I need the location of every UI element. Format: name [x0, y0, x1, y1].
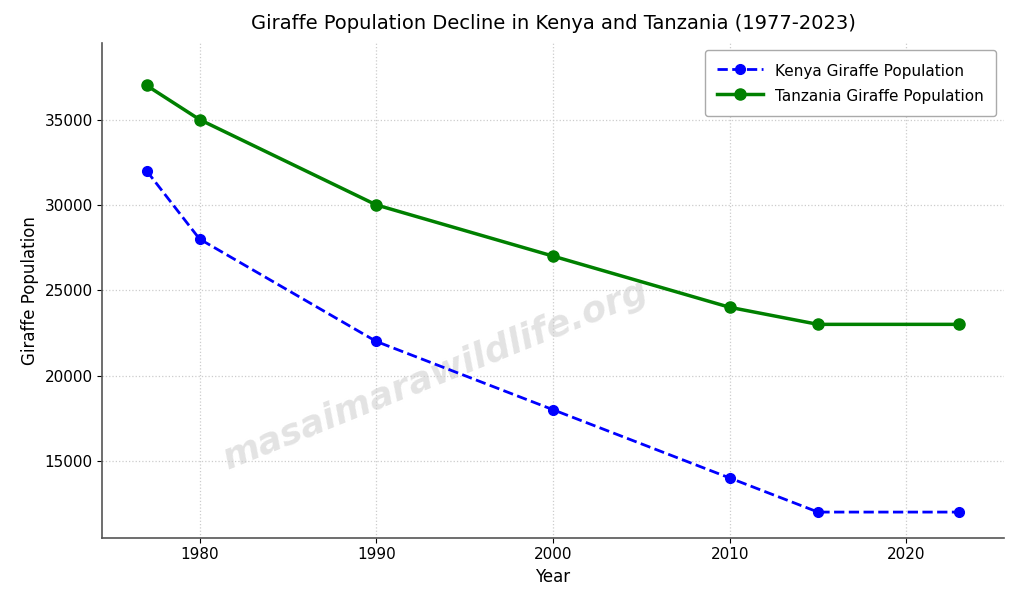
Title: Giraffe Population Decline in Kenya and Tanzania (1977-2023): Giraffe Population Decline in Kenya and …	[251, 14, 855, 33]
Kenya Giraffe Population	[547, 406, 559, 414]
Line: Tanzania Giraffe Population: Tanzania Giraffe Population	[141, 80, 965, 330]
Y-axis label: Giraffe Population: Giraffe Population	[20, 216, 39, 365]
Tanzania Giraffe Population	[953, 321, 966, 328]
Tanzania Giraffe Population	[724, 304, 736, 311]
Kenya Giraffe Population	[812, 508, 824, 516]
Tanzania Giraffe Population	[812, 321, 824, 328]
Kenya Giraffe Population	[370, 338, 382, 345]
Kenya Giraffe Population	[953, 508, 966, 516]
X-axis label: Year: Year	[536, 568, 570, 586]
Kenya Giraffe Population	[140, 167, 153, 174]
Tanzania Giraffe Population	[140, 82, 153, 89]
Legend: Kenya Giraffe Population, Tanzania Giraffe Population: Kenya Giraffe Population, Tanzania Giraf…	[705, 51, 996, 116]
Kenya Giraffe Population	[724, 474, 736, 481]
Text: masaimarawildlife.org: masaimarawildlife.org	[218, 273, 653, 475]
Tanzania Giraffe Population	[547, 252, 559, 260]
Tanzania Giraffe Population	[370, 201, 382, 208]
Kenya Giraffe Population	[194, 235, 206, 243]
Tanzania Giraffe Population	[194, 116, 206, 123]
Line: Kenya Giraffe Population: Kenya Giraffe Population	[141, 166, 965, 517]
